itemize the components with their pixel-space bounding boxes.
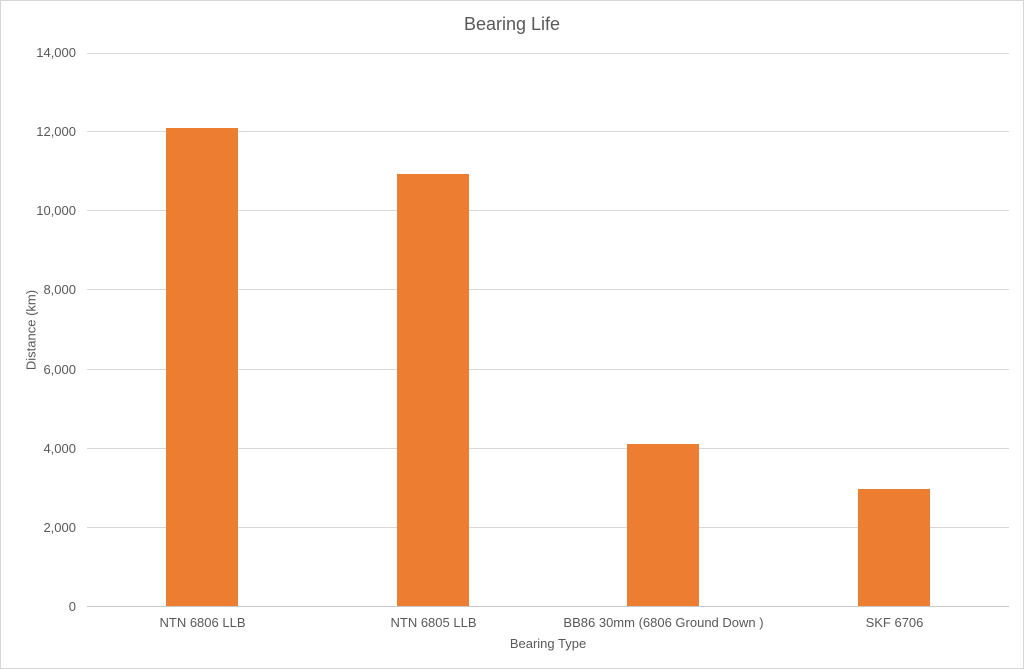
x-tick-label: BB86 30mm (6806 Ground Down ) xyxy=(563,615,764,630)
y-tick-label: 8,000 xyxy=(43,282,76,297)
x-tick-label: SKF 6706 xyxy=(865,615,924,630)
gridline xyxy=(87,53,1009,54)
x-axis-title: Bearing Type xyxy=(509,636,587,651)
y-tick-label: 10,000 xyxy=(36,203,76,218)
bar-3 xyxy=(627,444,699,606)
gridline xyxy=(87,289,1009,290)
chart-title: Bearing Life xyxy=(463,14,561,34)
gridline xyxy=(87,131,1009,132)
y-tick-label: 14,000 xyxy=(36,45,76,60)
plot-area: 0 2,000 4,000 6,000 8,000 10,000 12,000 14,000 N… xyxy=(36,45,1009,630)
y-tick-label: 2,000 xyxy=(43,520,76,535)
bar-1 xyxy=(166,128,238,606)
x-tick-label: NTN 6805 LLB xyxy=(390,615,477,630)
gridline xyxy=(87,369,1009,370)
y-tick-label: 6,000 xyxy=(43,362,76,377)
bar-4 xyxy=(858,489,930,606)
x-axis-line xyxy=(87,606,1009,607)
y-tick-label: 12,000 xyxy=(36,124,76,139)
gridline xyxy=(87,210,1009,211)
y-axis-title: Distance (km) xyxy=(23,289,39,371)
gridline xyxy=(87,527,1009,528)
x-tick-label: NTN 6806 LLB xyxy=(159,615,246,630)
bar-2 xyxy=(397,174,469,606)
gridline xyxy=(87,448,1009,449)
y-tick-label: 4,000 xyxy=(43,441,76,456)
y-tick-label: 0 xyxy=(68,599,76,614)
